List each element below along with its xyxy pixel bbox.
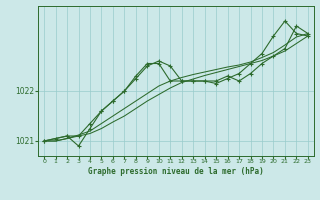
X-axis label: Graphe pression niveau de la mer (hPa): Graphe pression niveau de la mer (hPa) bbox=[88, 167, 264, 176]
